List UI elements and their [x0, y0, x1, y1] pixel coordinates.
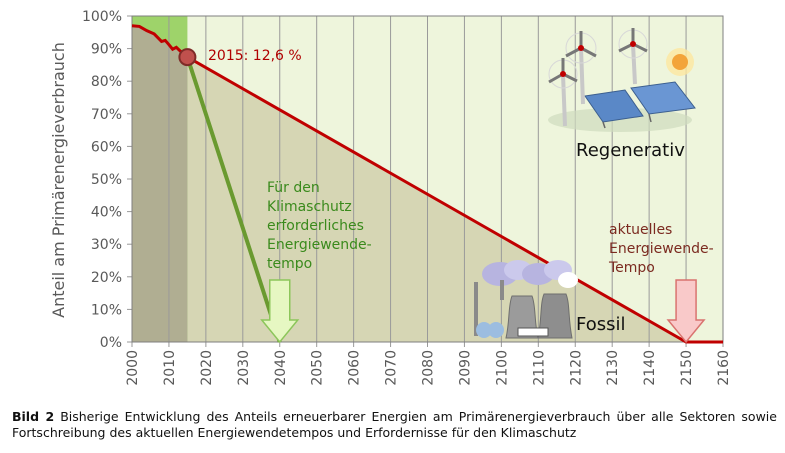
green-annotation-line: tempo — [267, 256, 312, 272]
x-tick-label: 2060 — [347, 350, 363, 386]
x-tick-label: 2120 — [568, 350, 584, 386]
y-tick-label: 10% — [91, 302, 122, 318]
y-axis-label: Anteil am Primärenergieverbrauch — [49, 42, 68, 318]
y-tick-label: 20% — [91, 270, 122, 286]
sun-icon — [666, 48, 694, 76]
arrows — [260, 279, 706, 344]
y-tick-label: 30% — [91, 237, 122, 253]
x-tick-label: 2000 — [125, 350, 141, 386]
green-annotation-line: erforderliches — [267, 218, 364, 234]
x-tick-label: 2150 — [679, 350, 695, 386]
green-annotation-line: Für den — [267, 180, 320, 196]
y-tick-label: 70% — [91, 107, 122, 123]
climate-target-line — [185, 56, 282, 343]
x-tick-label: 2110 — [531, 350, 547, 386]
green-annotation-line: Energiewende- — [267, 237, 372, 253]
red-annotation-line: Tempo — [608, 260, 655, 276]
cooling-tower-icon — [537, 293, 573, 339]
plot-frame — [131, 15, 724, 343]
figure-caption: Bild 2 Bisherige Entwicklung des Anteils… — [12, 409, 777, 441]
chart: 0%10%20%30%40%50%60%70%80%90%100% 2000 20… — [49, 9, 732, 386]
wind-turbine-icon — [548, 58, 578, 127]
x-tick-label: 2100 — [494, 350, 510, 386]
caption-label: Bild 2 — [12, 409, 55, 424]
green-annotation: Für den Klimaschutz erforderliches Energiew… — [267, 180, 372, 272]
wind-solar-illustration — [548, 28, 696, 132]
green-annotation-line: Klimaschutz — [267, 199, 352, 215]
y-tick-label: 80% — [91, 74, 122, 90]
solar-panel-icon — [584, 81, 696, 129]
y-tick-label: 40% — [91, 205, 122, 221]
green-arrow-icon — [260, 279, 300, 344]
point-label: 2015: 12,6 % — [208, 48, 302, 64]
data-point-2015 — [178, 48, 197, 67]
red-arrow-icon — [666, 279, 706, 344]
x-tick-label: 2030 — [236, 350, 252, 386]
history-fossil-area — [132, 25, 188, 343]
fossil-label: Fossil — [576, 314, 625, 335]
y-tick-label: 90% — [91, 42, 122, 58]
power-plant-illustration — [474, 260, 578, 339]
x-tick-label: 2090 — [457, 350, 473, 386]
wind-turbine-icon — [618, 28, 648, 85]
x-tick-label: 2070 — [384, 350, 400, 386]
x-tick-label: 2050 — [310, 350, 326, 386]
red-annotation: aktuelles Energiewende- Tempo — [608, 222, 714, 276]
y-tick-label: 60% — [91, 139, 122, 155]
regenerativ-label: Regenerativ — [576, 140, 685, 161]
x-tick-label: 2020 — [199, 350, 215, 386]
x-tick-label: 2160 — [716, 350, 732, 386]
y-tick-labels: 0% 10% 20% 30% 40% 50% 60% 70% 80% 90% 100% — [82, 9, 122, 351]
red-annotation-line: Energiewende- — [609, 241, 714, 257]
caption-text: Bisherige Entwicklung des Anteils erneue… — [12, 409, 777, 440]
x-tick-label: 2140 — [642, 350, 658, 386]
smoke-icon — [482, 260, 578, 288]
x-tick-label: 2010 — [162, 350, 178, 386]
wind-turbine-icon — [565, 31, 597, 105]
x-tick-labels: 2000 2010 2020 2030 2040 2050 2060 2070 2080 2090… — [125, 350, 732, 386]
x-tick-label: 2040 — [273, 350, 289, 386]
fossil-area — [187, 57, 723, 343]
y-tick-label: 50% — [91, 172, 122, 188]
red-annotation-line: aktuelles — [609, 222, 672, 238]
x-tick-label: 2080 — [421, 350, 437, 386]
x-tick-label: 2130 — [605, 350, 621, 386]
y-tick-label: 0% — [100, 335, 122, 351]
y-tick-label: 100% — [82, 9, 122, 25]
